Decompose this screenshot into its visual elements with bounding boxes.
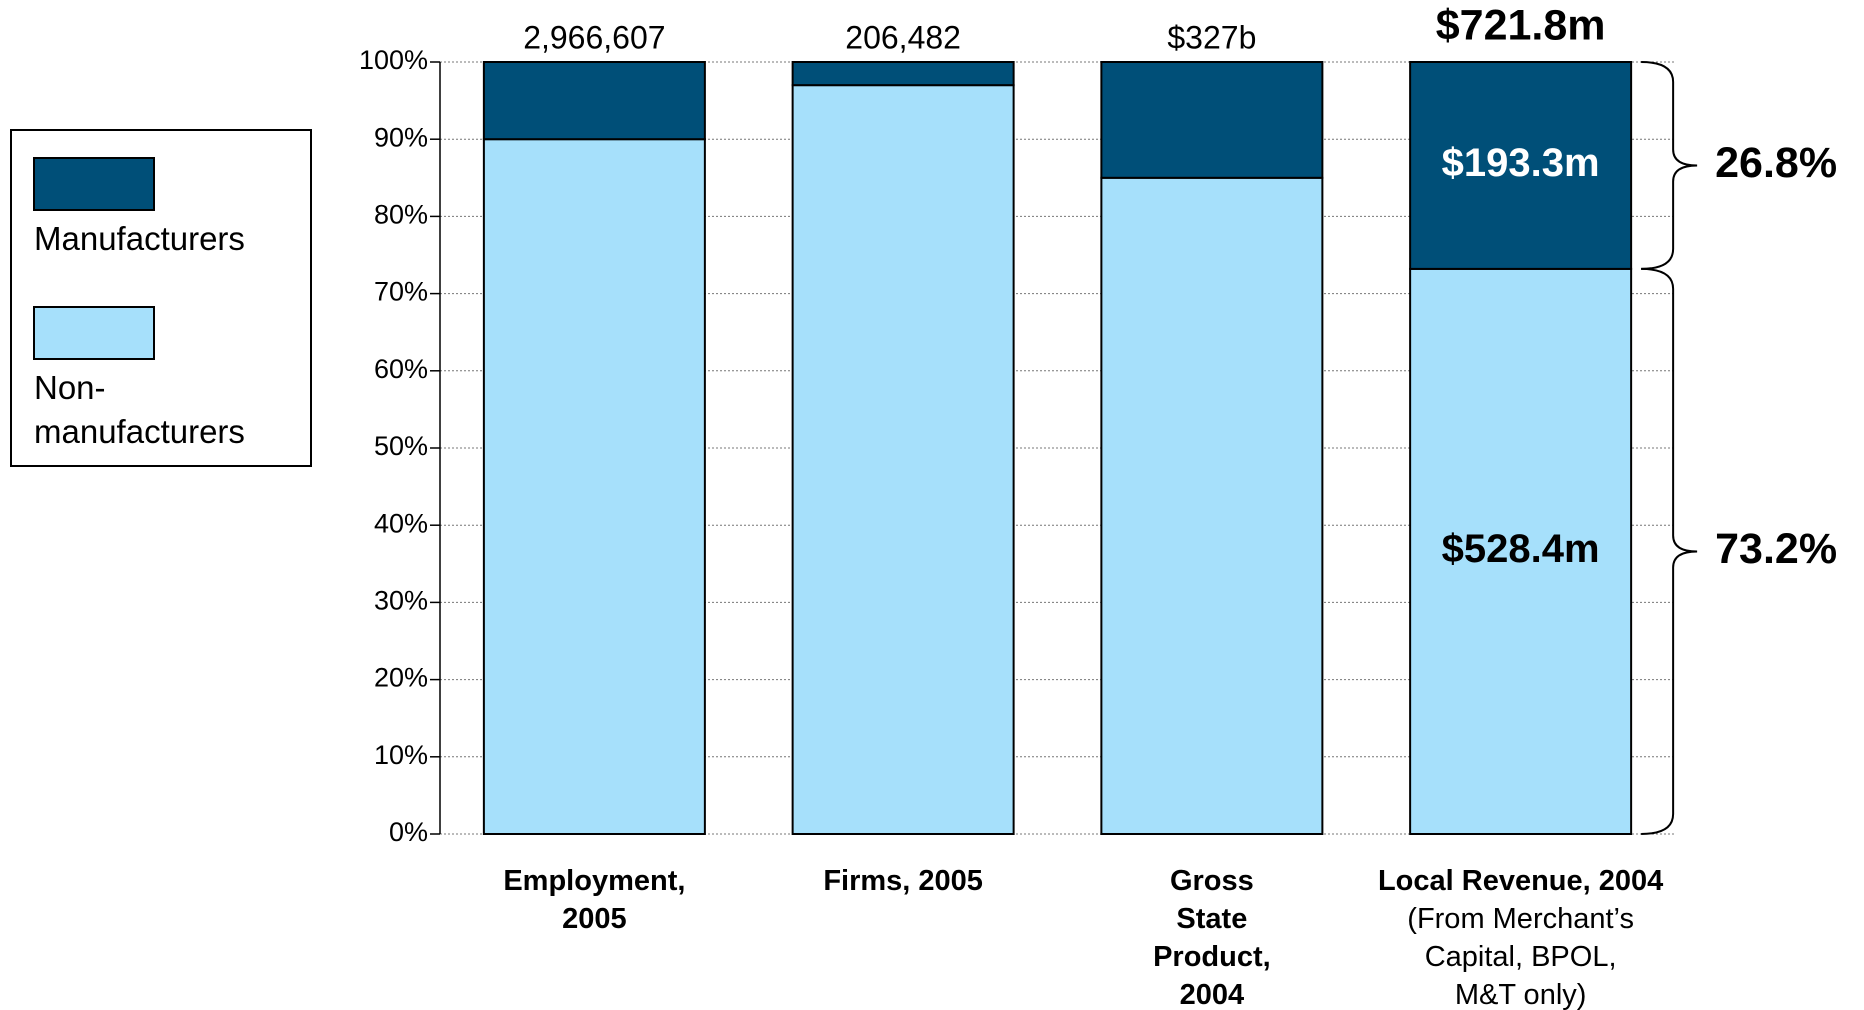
category-name: Local Revenue, 2004 xyxy=(1377,865,1664,897)
legend-label: Manufacturers xyxy=(34,220,245,257)
total-label: $721.8m xyxy=(1436,1,1606,49)
brace xyxy=(1641,61,1698,270)
category-note: (From Merchant’s Capital, BPOL, M&T only… xyxy=(1407,903,1634,1010)
y-tick-label: 40% xyxy=(374,508,428,538)
y-tick-label: 90% xyxy=(374,122,428,152)
total-label: $327b xyxy=(1167,19,1256,55)
x-tick-label: Gross State Product, 2004 xyxy=(1037,862,1387,1010)
category-name: Firms, 2005 xyxy=(823,865,983,897)
y-tick-label: 70% xyxy=(374,277,428,307)
y-tick-label: 10% xyxy=(374,740,428,770)
bar-segment xyxy=(791,84,1015,836)
legend-swatch xyxy=(33,157,155,211)
percent-label: 73.2% xyxy=(1715,525,1837,573)
category-name: Gross State Product, 2004 xyxy=(1153,865,1271,1010)
bar-segment xyxy=(482,61,706,141)
y-tick-label: 30% xyxy=(374,586,428,616)
bar-segment xyxy=(482,138,706,835)
x-tick-label: Firms, 2005 xyxy=(728,862,1078,900)
bar-segment xyxy=(1100,61,1324,179)
bar-segment xyxy=(791,61,1015,87)
bar-segment xyxy=(1409,61,1633,270)
y-tick-label: 80% xyxy=(374,200,428,230)
x-tick-label: Local Revenue, 2004 (From Merchant’s Capi… xyxy=(1346,862,1696,1010)
y-tick-label: 50% xyxy=(374,431,428,461)
legend-swatch xyxy=(33,306,155,360)
brace xyxy=(1641,267,1698,835)
legend-label: Non-manufacturers xyxy=(34,369,245,450)
total-label: 206,482 xyxy=(845,19,961,55)
x-tick-label: Employment, 2005 xyxy=(419,862,769,938)
amount-label: $528.4m xyxy=(1442,527,1600,571)
amount-label: $193.3m xyxy=(1442,141,1600,185)
bar-segment xyxy=(1409,267,1633,835)
bar-segment xyxy=(1100,176,1324,836)
y-tick-label: 100% xyxy=(359,45,428,75)
category-name: Employment, 2005 xyxy=(503,865,686,935)
total-label: 2,966,607 xyxy=(523,19,665,55)
percent-label: 26.8% xyxy=(1715,139,1837,187)
legend: Manufacturers Non-manufacturers xyxy=(10,129,312,467)
y-tick-label: 60% xyxy=(374,354,428,384)
y-tick-label: 20% xyxy=(374,663,428,693)
y-tick-label: 0% xyxy=(389,817,428,847)
